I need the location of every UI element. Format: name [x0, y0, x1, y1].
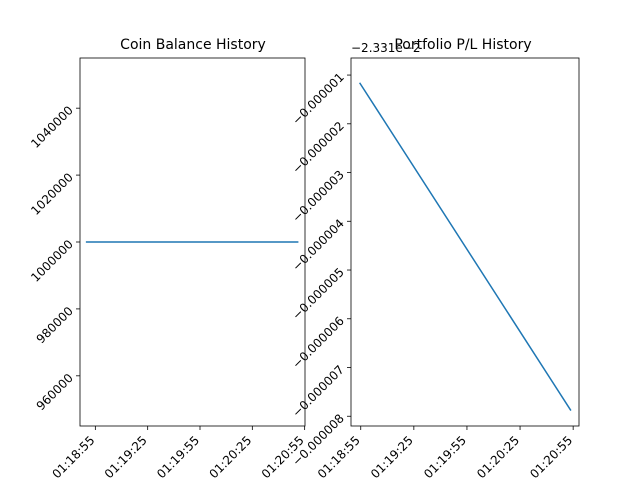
coin-balance-y-tick-label: 1000000	[28, 237, 76, 285]
coin-balance-x-tick-label: 01:20:25	[206, 433, 254, 480]
coin-balance-axes-frame	[79, 57, 306, 427]
portfolio-pl-x-tick-label: 01:20:55	[527, 433, 575, 480]
coin-balance-x-tick-label: 01:19:55	[154, 433, 202, 480]
portfolio-pl-x-tick-label: 01:20:25	[474, 433, 522, 480]
portfolio-pl-x-tick-label: 01:19:25	[368, 433, 416, 480]
coin-balance-chart: Coin Balance History 01:18:55 01:19:25 01:…	[28, 37, 307, 480]
coin-balance-x-tick-label: 01:19:25	[102, 433, 150, 480]
portfolio-pl-chart: Portfolio P/L History −2.331e−2 01:18:55…	[289, 37, 580, 480]
portfolio-pl-title: Portfolio P/L History	[394, 37, 531, 53]
coin-balance-y-tick-label: 980000	[34, 304, 76, 346]
coin-balance-y-tick-label: 1040000	[28, 103, 76, 151]
coin-balance-y-tick-label: 1020000	[28, 170, 76, 218]
portfolio-pl-x-tick-label: 01:19:55	[421, 433, 469, 480]
portfolio-pl-series-line	[358, 82, 572, 411]
portfolio-pl-y-tick-label: −0.000001	[289, 70, 346, 127]
portfolio-pl-offset-text: −2.331e−2	[351, 41, 420, 55]
coin-balance-y-tick-label: 960000	[34, 371, 76, 413]
coin-balance-title: Coin Balance History	[120, 37, 266, 53]
coin-balance-x-tick-label: 01:18:55	[49, 433, 97, 480]
portfolio-pl-axes-frame	[350, 57, 580, 427]
